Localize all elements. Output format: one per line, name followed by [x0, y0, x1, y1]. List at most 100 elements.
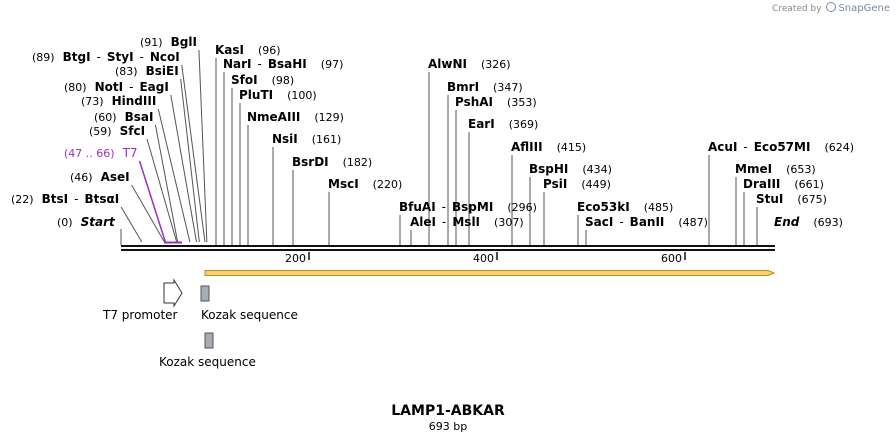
enzyme-name-label: AlwNI	[428, 57, 467, 71]
enzyme-name-label: Eco57MI	[754, 140, 811, 154]
right-site-label: PsiI (449)	[543, 177, 611, 191]
enzyme-name-label: BfuAI	[399, 200, 436, 214]
enzyme-name-label: NsiI	[272, 132, 298, 146]
enzyme-name-label: SfcI	[120, 124, 145, 138]
enzyme-name-label: BanII	[630, 215, 665, 229]
site-position-label: (220)	[373, 178, 403, 191]
right-site-label: EarI (369)	[468, 117, 538, 131]
enzyme-name-label: KasI	[215, 43, 244, 57]
enzyme-name-label: NotI	[95, 80, 124, 94]
site-position-label: (100)	[287, 89, 317, 102]
site-position-label: (347)	[493, 81, 523, 94]
left-site-label: (46) AseI	[70, 170, 130, 184]
enzyme-name-label: BtsαI	[84, 192, 119, 206]
right-site-label: NsiI (161)	[272, 132, 341, 146]
site-position-label: (59)	[89, 125, 112, 138]
site-leader-line	[138, 160, 167, 243]
enzyme-name-label: SacI	[585, 215, 613, 229]
enzyme-name-label: BspMI	[452, 200, 493, 214]
enzyme-name-label: NmeAIII	[247, 110, 300, 124]
enzyme-name-label: EarI	[468, 117, 495, 131]
enzyme-name-label: NcoI	[150, 50, 180, 64]
right-site-label: StuI (675)	[756, 192, 827, 206]
credit-brand: SnapGene	[838, 3, 890, 14]
right-site-label: NmeAIII (129)	[247, 110, 344, 124]
site-position-label: (161)	[312, 133, 342, 146]
right-site-label: Eco53kI (485)	[577, 200, 673, 214]
site-position-label: (97)	[321, 58, 344, 71]
enzyme-name-label: BtgI	[63, 50, 91, 64]
credit-prefix: Created by	[772, 4, 822, 14]
enzyme-name-label: AcuI	[708, 140, 737, 154]
ruler: 200 400 600	[285, 252, 686, 265]
site-position-label: (307)	[494, 216, 524, 229]
left-site-label: (80) NotI - EagI	[64, 80, 169, 94]
orf-arrow	[204, 270, 776, 276]
right-site-label: PshAI (353)	[455, 95, 537, 109]
right-site-label: BmrI (347)	[447, 80, 523, 94]
right-site-label: BsrDI (182)	[292, 155, 372, 169]
site-leader-line	[180, 78, 200, 243]
enzyme-separator: -	[258, 57, 262, 71]
right-site-label: BspHI (434)	[529, 162, 612, 176]
right-site-label: SacI - BanII (487)	[585, 215, 708, 229]
site-position-label: (369)	[509, 118, 539, 131]
enzyme-separator: -	[97, 50, 101, 64]
kozak-sequence-box	[200, 285, 210, 302]
site-position-label: (46)	[70, 171, 93, 184]
right-site-label: End (693)	[774, 215, 843, 229]
enzyme-name-label: End	[774, 215, 800, 229]
enzyme-name-label: AflIII	[511, 140, 543, 154]
cut-site-lines	[120, 49, 758, 245]
t7-promoter-arrow-icon	[163, 278, 183, 308]
right-site-label: MmeI (653)	[735, 162, 816, 176]
left-site-label: (89) BtgI - StyI - NcoI	[32, 50, 180, 64]
site-position-label: (47 .. 66)	[64, 147, 115, 160]
kozak-sequence-box	[204, 332, 214, 349]
site-position-label: (22)	[11, 193, 34, 206]
enzyme-name-label: PshAI	[455, 95, 493, 109]
plasmid-length: 693 bp	[428, 420, 468, 433]
site-position-label: (661)	[794, 178, 824, 191]
ruler-label-400: 400	[473, 252, 494, 265]
enzyme-name-label: PsiI	[543, 177, 567, 191]
enzyme-name-label: BsiEI	[146, 64, 179, 78]
sequence-map: (91) BglI(89) BtgI - StyI - NcoI(83) BsiEI(80) N…	[11, 35, 854, 369]
right-site-label: BfuAI - BspMI (296)	[399, 200, 537, 214]
enzyme-name-label: MmeI	[735, 162, 772, 176]
enzyme-name-label: SfoI	[231, 73, 258, 87]
site-leader-line	[146, 138, 178, 243]
enzyme-separator: -	[619, 215, 623, 229]
right-site-label: SfoI (98)	[231, 73, 294, 87]
enzyme-name-label: EagI	[139, 80, 168, 94]
enzyme-name-label: StyI	[107, 50, 134, 64]
site-leader-line	[170, 94, 197, 243]
enzyme-name-label: Eco53kI	[577, 200, 630, 214]
site-position-label: (73)	[81, 95, 104, 108]
site-position-label: (296)	[507, 201, 537, 214]
enzyme-name-label: MscI	[328, 177, 359, 191]
site-position-label: (624)	[824, 141, 854, 154]
right-site-label: KasI (96)	[215, 43, 281, 57]
enzyme-separator: -	[129, 80, 133, 94]
site-position-label: (434)	[582, 163, 612, 176]
site-position-label: (60)	[94, 111, 117, 124]
enzyme-name-label: AleI	[410, 215, 436, 229]
site-labels: (91) BglI(89) BtgI - StyI - NcoI(83) BsiEI(80) N…	[11, 35, 854, 229]
site-position-label: (80)	[64, 81, 87, 94]
site-position-label: (129)	[314, 111, 344, 124]
right-site-label: AcuI - Eco57MI (624)	[708, 140, 854, 154]
enzyme-separator: -	[442, 200, 446, 214]
right-site-label: AlwNI (326)	[428, 57, 511, 71]
site-position-label: (415)	[557, 141, 587, 154]
site-position-label: (83)	[115, 65, 138, 78]
enzyme-name-label: AseI	[101, 170, 130, 184]
enzyme-name-label: Start	[81, 215, 116, 229]
site-leader-line	[131, 184, 165, 243]
ruler-label-200: 200	[285, 252, 306, 265]
site-position-label: (675)	[797, 193, 827, 206]
enzyme-name-label: NarI	[223, 57, 252, 71]
site-position-label: (693)	[813, 216, 843, 229]
plasmid-name: LAMP1-ABKAR	[391, 403, 505, 419]
site-position-label: (98)	[272, 74, 295, 87]
